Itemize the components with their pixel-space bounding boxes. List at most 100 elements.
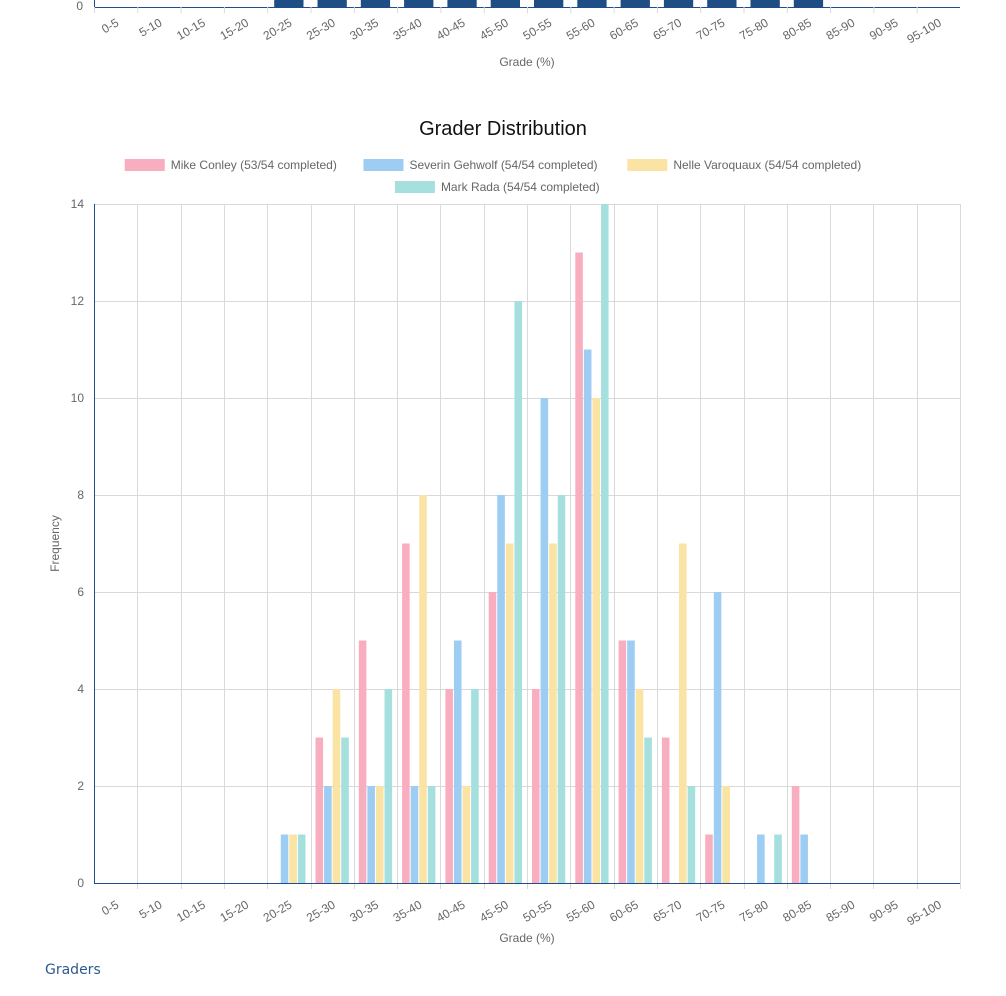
x-tick-label-5-10: 5-10 (137, 897, 165, 921)
top-x-tick-label-70-75: 70-75 (694, 15, 728, 43)
bar-series2-70-75 (713, 592, 722, 883)
bar-series2-55-60 (583, 349, 592, 883)
x-tick-label-80-85: 80-85 (780, 897, 814, 925)
charts-canvas: 0 0-5 5-10 10-15 15-20 20-25 25-30 30-35 35-40 4… (48, 0, 961, 945)
top-grade-chart: 0 0-5 5-10 10-15 15-20 20-25 25-30 30-35 35-40 4… (76, 0, 960, 69)
top-x-tick-label-0-5: 0-5 (99, 15, 121, 36)
bar-series4-65-70 (687, 786, 696, 883)
x-tick-label-60-65: 60-65 (607, 897, 641, 925)
legend-swatch-1 (124, 159, 165, 171)
bar-series4-35-40 (427, 786, 436, 883)
bar-series2-50-55 (540, 398, 549, 883)
bar-series3-65-70 (679, 543, 687, 883)
x-tick-label-20-25: 20-25 (261, 897, 295, 925)
top-x-tick-label-30-35: 30-35 (347, 15, 381, 43)
top-x-tick-label-15-20: 15-20 (217, 15, 251, 43)
legend-swatch-4 (394, 181, 435, 193)
legend-label-2: Severin Gehwolf (54/54 completed) (409, 158, 597, 172)
bar-series4-75-80 (774, 834, 782, 883)
x-tick-label-95-100: 95-100 (904, 897, 944, 928)
bar-series1-80-85 (791, 786, 800, 883)
bar-series4-30-35 (384, 689, 393, 883)
bar-series3-35-40 (419, 495, 427, 883)
top-x-tick-label-90-95: 90-95 (867, 15, 901, 43)
x-tick-label-75-80: 75-80 (737, 897, 771, 925)
y-tick-label-6: 6 (77, 585, 84, 599)
y-tick-label-10: 10 (71, 391, 85, 405)
top-x-tick-label-80-85: 80-85 (780, 15, 814, 43)
top-x-tick-label-85-90: 85-90 (824, 15, 858, 43)
x-tick-label-40-45: 40-45 (434, 897, 468, 925)
top-x-tick-label-65-70: 65-70 (650, 15, 684, 43)
top-x-tick-label-40-45: 40-45 (434, 15, 468, 43)
top-bar-50-55 (534, 0, 564, 7)
x-tick-label-90-95: 90-95 (867, 897, 901, 925)
top-bar-25-30 (317, 0, 347, 7)
bar-series2-25-30 (324, 786, 332, 883)
bar-series1-65-70 (661, 737, 670, 883)
bar-series3-50-55 (549, 543, 557, 883)
x-tick-label-45-50: 45-50 (477, 897, 511, 925)
top-bar-30-35 (360, 0, 391, 7)
bar-series4-20-25 (297, 834, 306, 883)
top-x-tick-label-10-15: 10-15 (174, 15, 208, 43)
bar-series4-60-65 (644, 737, 652, 883)
top-bar-70-75 (707, 0, 737, 7)
legend-label-3: Nelle Varoquaux (54/54 completed) (673, 158, 861, 172)
y-tick-label-8: 8 (77, 488, 84, 502)
x-tick-label-15-20: 15-20 (217, 897, 251, 925)
top-bar-80-85 (793, 0, 824, 7)
x-tick-label-0-5: 0-5 (99, 897, 121, 918)
bar-series2-60-65 (627, 640, 635, 883)
bar-series1-25-30 (315, 737, 324, 883)
bar-series1-30-35 (358, 640, 367, 883)
bar-series1-70-75 (705, 834, 713, 883)
bar-series2-30-35 (367, 786, 375, 883)
chart-title: Grader Distribution (419, 118, 587, 140)
top-x-tick-label-75-80: 75-80 (737, 15, 771, 43)
legend-label-1: Mike Conley (53/54 completed) (171, 158, 337, 172)
bar-series1-35-40 (402, 543, 410, 883)
grader-distribution-chart: Grader Distribution Mike Conley (53/54 c… (48, 118, 961, 945)
bar-series3-55-60 (592, 398, 601, 883)
y-tick-label-2: 2 (77, 779, 84, 793)
bar-series3-45-50 (505, 543, 514, 883)
bar-series3-70-75 (722, 786, 730, 883)
bar-series2-35-40 (410, 786, 419, 883)
top-y-tick-label: 0 (76, 0, 83, 13)
bar-series4-25-30 (341, 737, 349, 883)
bar-series4-55-60 (601, 204, 609, 883)
x-tick-label-55-60: 55-60 (564, 897, 598, 925)
bar-series1-55-60 (575, 252, 583, 883)
bar-series3-40-45 (462, 786, 471, 883)
top-bar-55-60 (577, 0, 607, 7)
bar-series1-40-45 (445, 689, 453, 883)
top-x-tick-label-95-100: 95-100 (904, 15, 944, 46)
bar-series2-80-85 (800, 834, 808, 883)
y-tick-label-14: 14 (71, 197, 85, 211)
top-x-tick-label-20-25: 20-25 (261, 15, 295, 43)
x-tick-label-85-90: 85-90 (824, 897, 858, 925)
y-tick-label-12: 12 (71, 294, 85, 308)
top-x-tick-label-50-55: 50-55 (521, 15, 555, 43)
top-bar-45-50 (490, 0, 520, 7)
legend-label-4: Mark Rada (54/54 completed) (441, 180, 600, 194)
bar-series3-25-30 (332, 689, 341, 883)
bar-series2-45-50 (497, 495, 505, 883)
top-x-tick-label-55-60: 55-60 (564, 15, 598, 43)
top-x-tick-label-60-65: 60-65 (607, 15, 641, 43)
top-x-tick-label-25-30: 25-30 (304, 15, 338, 43)
bar-series2-75-80 (757, 834, 765, 883)
chart-legend: Mike Conley (53/54 completed) Severin Geh… (124, 158, 861, 194)
x-tick-label-30-35: 30-35 (347, 897, 381, 925)
bar-series3-30-35 (375, 786, 384, 883)
y-axis-title: Frequency (48, 515, 62, 572)
bar-series1-50-55 (532, 689, 540, 883)
y-tick-label-0: 0 (77, 876, 84, 890)
x-tick-label-50-55: 50-55 (521, 897, 555, 925)
x-tick-label-35-40: 35-40 (391, 897, 425, 925)
bar-series2-40-45 (453, 640, 462, 883)
graders-link[interactable]: Graders (45, 962, 101, 978)
bar-series1-45-50 (488, 592, 497, 883)
top-x-tick-label-35-40: 35-40 (391, 15, 425, 43)
